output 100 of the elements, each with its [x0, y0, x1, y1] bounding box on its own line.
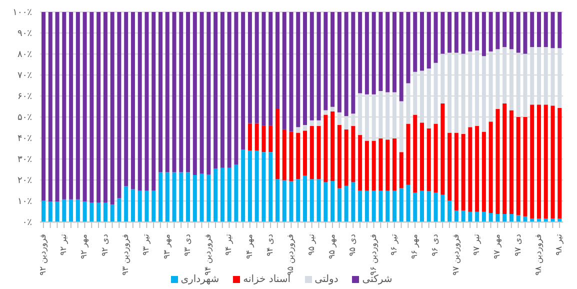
bar — [165, 12, 170, 172]
bar — [475, 12, 480, 50]
x-tick-label: مهر ۹۲ — [80, 234, 90, 260]
y-tick-label: ۱۰٪ — [17, 197, 32, 208]
bar — [248, 12, 252, 124]
bar — [372, 140, 376, 190]
bar — [310, 120, 314, 126]
bar — [434, 12, 438, 63]
bar — [358, 12, 362, 94]
bar — [262, 152, 266, 222]
bar — [454, 12, 458, 53]
bar — [117, 12, 122, 198]
bar — [544, 104, 548, 219]
bar — [268, 12, 273, 126]
bar — [69, 199, 74, 222]
bar — [152, 190, 156, 222]
bar — [420, 190, 424, 222]
legend-label: شهرداری — [180, 274, 220, 285]
y-tick-label: ۴۰٪ — [17, 134, 32, 144]
bar — [192, 174, 197, 222]
bar — [62, 199, 66, 222]
x-tick-label: دی ۹۶ — [430, 234, 441, 256]
bar — [172, 12, 176, 172]
bar — [241, 150, 246, 222]
x-tick-label: دی ۹۳ — [182, 234, 193, 256]
bar — [413, 12, 418, 72]
bar — [62, 12, 66, 200]
bar — [316, 120, 321, 126]
bar — [248, 150, 252, 222]
bar — [330, 111, 335, 182]
bar — [130, 189, 135, 222]
bar — [475, 126, 480, 212]
bar — [482, 212, 486, 222]
bar — [337, 188, 342, 222]
x-tick-label: تیر ۹۷ — [472, 233, 482, 256]
bar — [426, 191, 431, 222]
bar — [289, 132, 294, 182]
bar — [482, 132, 486, 212]
bar — [96, 202, 101, 222]
bar — [337, 124, 342, 188]
bar — [516, 12, 520, 53]
x-tick-label: مهر ۹۴ — [244, 234, 255, 260]
bar — [303, 130, 308, 176]
x-tick-label: تیر ۹۶ — [389, 233, 400, 256]
bar — [144, 12, 149, 190]
bar — [90, 12, 94, 202]
bar — [502, 12, 507, 48]
bar — [454, 132, 458, 211]
bar — [516, 117, 520, 216]
bar — [234, 164, 238, 222]
bar — [42, 200, 46, 222]
y-tick-label: ۸۰٪ — [17, 50, 32, 60]
bar — [482, 12, 486, 56]
bar — [406, 184, 410, 222]
bar — [461, 134, 466, 211]
legend-label: دولتی — [314, 274, 338, 285]
bar — [275, 109, 280, 180]
bar — [330, 181, 335, 222]
bar — [461, 210, 466, 222]
bar — [434, 124, 438, 193]
bar — [254, 12, 259, 124]
bar — [138, 190, 142, 222]
bar — [124, 186, 128, 222]
bar — [413, 192, 418, 222]
bar — [392, 12, 396, 92]
bar — [262, 126, 266, 152]
y-tick-label: ۰٪ — [22, 218, 32, 228]
bar — [378, 138, 383, 190]
bar — [96, 12, 101, 202]
bar — [303, 124, 308, 131]
x-tick-label: دی ۹۲ — [100, 234, 110, 256]
bar — [158, 12, 162, 172]
bar — [330, 12, 335, 107]
bar — [509, 12, 514, 50]
bar — [268, 152, 273, 222]
bar — [248, 123, 252, 151]
bar — [440, 12, 445, 54]
bar — [399, 152, 404, 188]
x-tick-label: تیر ۹۲ — [59, 233, 70, 256]
bar — [509, 214, 514, 222]
bar — [186, 12, 190, 172]
bar — [275, 179, 280, 222]
bar — [268, 126, 273, 152]
y-tick-label: ۳۰٪ — [17, 155, 32, 166]
x-tick-label: فروردین ۹۲ — [38, 234, 48, 276]
bar — [103, 202, 108, 222]
bar — [502, 103, 507, 214]
bar — [172, 172, 176, 222]
bar — [316, 12, 321, 120]
bar — [200, 173, 204, 222]
bar — [378, 190, 383, 222]
bar — [468, 127, 472, 212]
x-tick-label: فروردین ۹۸ — [534, 234, 544, 276]
bar — [130, 12, 135, 190]
bar — [426, 128, 431, 192]
bar — [220, 12, 224, 168]
x-tick-label: فروردین ۹۳ — [121, 234, 132, 276]
bar — [344, 129, 348, 186]
bar — [55, 202, 60, 222]
bar — [488, 212, 493, 222]
